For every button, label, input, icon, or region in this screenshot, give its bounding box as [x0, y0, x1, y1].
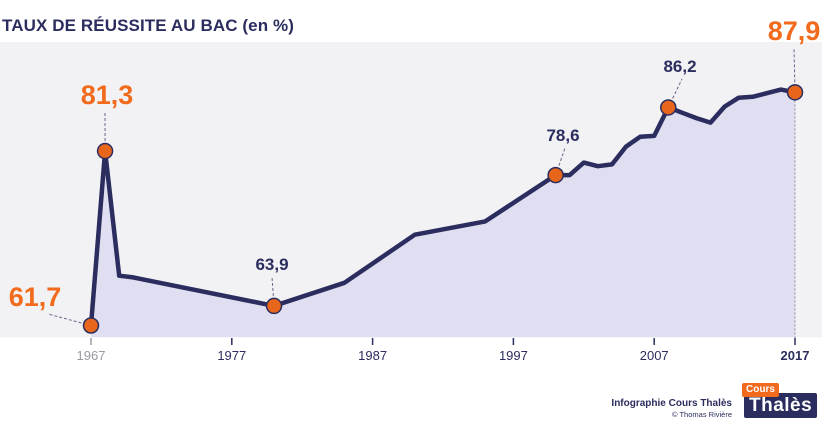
x-tick-label: 2007 — [640, 348, 669, 363]
credit: Infographie Cours Thalès © Thomas Rivièr… — [611, 398, 732, 419]
data-point-marker — [661, 100, 676, 115]
logo-top-text: Cours — [742, 383, 779, 397]
data-point-marker — [98, 144, 113, 159]
data-point-marker — [84, 318, 99, 333]
credit-main: Infographie Cours Thalès — [611, 398, 732, 409]
data-label: 81,3 — [81, 80, 134, 110]
data-label: 87,9 — [768, 16, 821, 46]
x-tick-label: 1967 — [77, 348, 106, 363]
x-tick-label: 1987 — [358, 348, 387, 363]
cours-thales-logo: Thalès Cours — [742, 383, 820, 419]
data-label: 78,6 — [546, 126, 579, 145]
x-tick-label: 1977 — [217, 348, 246, 363]
data-label: 63,9 — [255, 255, 288, 274]
data-point-marker — [548, 168, 563, 183]
x-tick-label: 1997 — [499, 348, 528, 363]
data-label: 86,2 — [663, 57, 696, 76]
chart-title: TAUX DE RÉUSSITE AU BAC (en %) — [2, 16, 294, 36]
credit-sub: © Thomas Rivière — [611, 410, 732, 419]
data-point-marker — [788, 85, 803, 100]
data-label: 61,7 — [9, 282, 62, 312]
x-tick-label: 2017 — [781, 348, 810, 363]
data-point-marker — [267, 298, 282, 313]
